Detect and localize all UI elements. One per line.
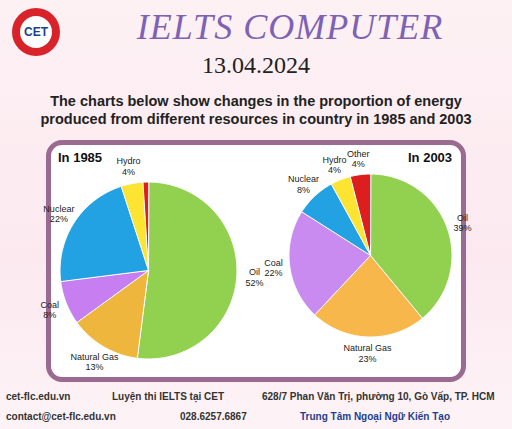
html-text:628/7 Phan Văn Trị, phường 10,: 628/7 Phan Văn Trị, phường 10, Gò Vấp, T…	[262, 391, 495, 402]
svg-text:Nuclear8%: Nuclear8%	[288, 174, 319, 194]
html-text:Luyện thi IELTS tại CET: Luyện thi IELTS tại CET	[112, 391, 224, 402]
html-text:Trung Tâm Ngoại Ngữ Kiến Tạo: Trung Tâm Ngoại Ngữ Kiến Tạo	[300, 411, 450, 422]
svg-text:Other4%: Other4%	[347, 149, 370, 169]
html-text:The charts below show changes: The charts below show changes in the pro…	[40, 93, 472, 127]
svg-text:Nuclear22%: Nuclear22%	[43, 204, 74, 224]
html-text:028.6257.6867: 028.6257.6867	[180, 411, 247, 422]
svg-text:Hydro4%: Hydro4%	[117, 156, 141, 176]
svg-text:Natural Gas13%: Natural Gas13%	[70, 352, 119, 372]
html-text:contact@cet-flc.edu.vn: contact@cet-flc.edu.vn	[6, 411, 116, 422]
html-text:13.04.2024: 13.04.2024	[202, 52, 310, 78]
html-text:cet-flc.edu.vn: cet-flc.edu.vn	[6, 391, 71, 402]
svg-text:Coal22%: Coal22%	[264, 258, 283, 278]
svg-text:Oil52%: Oil52%	[245, 267, 263, 287]
html-text:In 1985: In 1985	[58, 150, 103, 165]
svg-text:Oil39%: Oil39%	[453, 213, 471, 233]
html-text:In 2003: In 2003	[408, 150, 453, 165]
svg-text:Natural Gas23%: Natural Gas23%	[343, 343, 392, 363]
html-text:IELTS COMPUTER: IELTS COMPUTER	[136, 7, 444, 47]
svg-text:CET: CET	[24, 25, 49, 39]
svg-text:Coal8%: Coal8%	[41, 300, 60, 320]
svg-text:Hydro4%: Hydro4%	[322, 155, 346, 175]
